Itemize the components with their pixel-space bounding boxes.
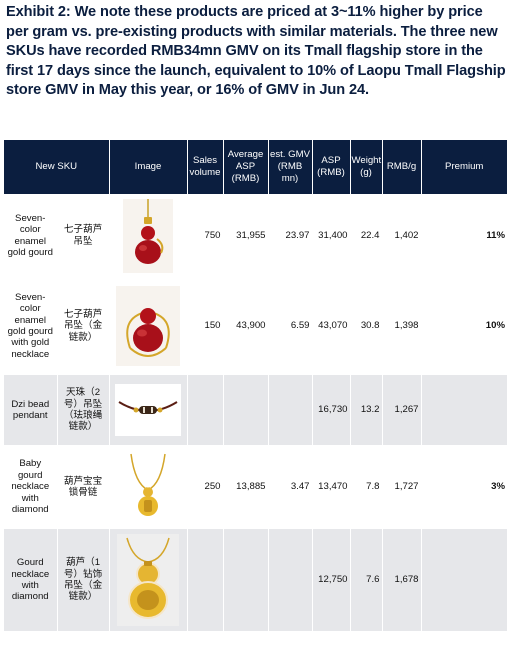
rmb-per-g: 1,727	[382, 446, 422, 529]
header-row: New SKU Image Sales volume Average ASP (…	[4, 140, 507, 194]
header-sales-volume: Sales volume	[187, 140, 224, 194]
red-gourd-pendant-icon	[123, 198, 173, 273]
average-asp	[223, 528, 269, 633]
asp: 43,070	[312, 278, 351, 375]
table-row: Seven-color enamel gold gourd with gold …	[4, 278, 507, 375]
premium: 11%	[421, 194, 507, 279]
average-asp: 31,955	[223, 194, 269, 279]
sku-name-cn: 葫芦宝宝锁骨链	[57, 446, 110, 529]
sku-name-en: Dzi bead pendant	[4, 374, 58, 447]
gold-gourd-diamond-icon	[117, 534, 179, 626]
premium	[421, 374, 507, 447]
sku-name-cn: 七子葫芦吊坠	[57, 194, 110, 279]
header-asp: ASP (RMB)	[312, 140, 351, 194]
header-rmb-per-g: RMB/g	[382, 140, 422, 194]
sku-name-cn: 葫芦（1号）钻饰吊坠（金链款）	[57, 528, 110, 633]
header-new-sku: New SKU	[4, 140, 110, 194]
est-gmv: 6.59	[268, 278, 313, 375]
table-row: Baby gourd necklace with diamond 葫芦宝宝锁骨链…	[4, 446, 507, 529]
sku-name-en: Baby gourd necklace with diamond	[4, 446, 58, 529]
average-asp: 13,885	[223, 446, 269, 529]
est-gmv	[268, 374, 313, 447]
premium: 3%	[421, 446, 507, 529]
weight: 22.4	[350, 194, 383, 279]
red-gourd-necklace-icon	[116, 286, 180, 366]
premium	[421, 528, 507, 633]
sku-name-cn: 七子葫芦吊坠（金链款）	[57, 278, 110, 375]
premium: 10%	[421, 278, 507, 375]
sales-volume: 750	[187, 194, 224, 279]
table-row: Seven-color enamel gold gourd 七子葫芦吊坠 750	[4, 194, 507, 279]
rmb-per-g: 1,267	[382, 374, 422, 447]
header-image: Image	[109, 140, 188, 194]
product-image-cell	[109, 374, 188, 447]
sku-name-cn: 天珠（2号）吊坠（珐琅绳链款）	[57, 374, 110, 447]
est-gmv: 23.97	[268, 194, 313, 279]
sku-name-en: Seven-color enamel gold gourd	[4, 194, 58, 279]
weight: 13.2	[350, 374, 383, 447]
product-image-cell	[109, 194, 188, 279]
sku-name-en: Gourd necklace with diamond	[4, 528, 58, 633]
weight: 7.6	[350, 528, 383, 633]
asp: 13,470	[312, 446, 351, 529]
asp: 12,750	[312, 528, 351, 633]
table-row: Gourd necklace with diamond 葫芦（1号）钻饰吊坠（金…	[4, 528, 507, 633]
asp: 31,400	[312, 194, 351, 279]
average-asp	[223, 374, 269, 447]
table-row: Dzi bead pendant 天珠（2号）吊坠（珐琅绳链款）	[4, 374, 507, 447]
asp: 16,730	[312, 374, 351, 447]
rmb-per-g: 1,678	[382, 528, 422, 633]
rmb-per-g: 1,398	[382, 278, 422, 375]
header-premium: Premium	[421, 140, 507, 194]
weight: 30.8	[350, 278, 383, 375]
product-image-cell	[109, 528, 188, 633]
weight: 7.8	[350, 446, 383, 529]
exhibit-title: Exhibit 2: We note these products are pr…	[6, 4, 506, 99]
header-average-asp: Average ASP (RMB)	[223, 140, 269, 194]
product-image-cell	[109, 446, 188, 529]
dzi-bead-icon	[115, 384, 181, 436]
product-image-cell	[109, 278, 188, 375]
header-weight: Weight (g)	[350, 140, 383, 194]
rmb-per-g: 1,402	[382, 194, 422, 279]
sales-volume: 250	[187, 446, 224, 529]
est-gmv: 3.47	[268, 446, 313, 529]
baby-gourd-necklace-icon	[125, 450, 171, 524]
sales-volume	[187, 374, 224, 447]
sales-volume	[187, 528, 224, 633]
sku-name-en: Seven-color enamel gold gourd with gold …	[4, 278, 58, 375]
est-gmv	[268, 528, 313, 633]
average-asp: 43,900	[223, 278, 269, 375]
header-est-gmv: est. GMV (RMB mn)	[268, 140, 313, 194]
sales-volume: 150	[187, 278, 224, 375]
sku-table: New SKU Image Sales volume Average ASP (…	[4, 140, 507, 633]
